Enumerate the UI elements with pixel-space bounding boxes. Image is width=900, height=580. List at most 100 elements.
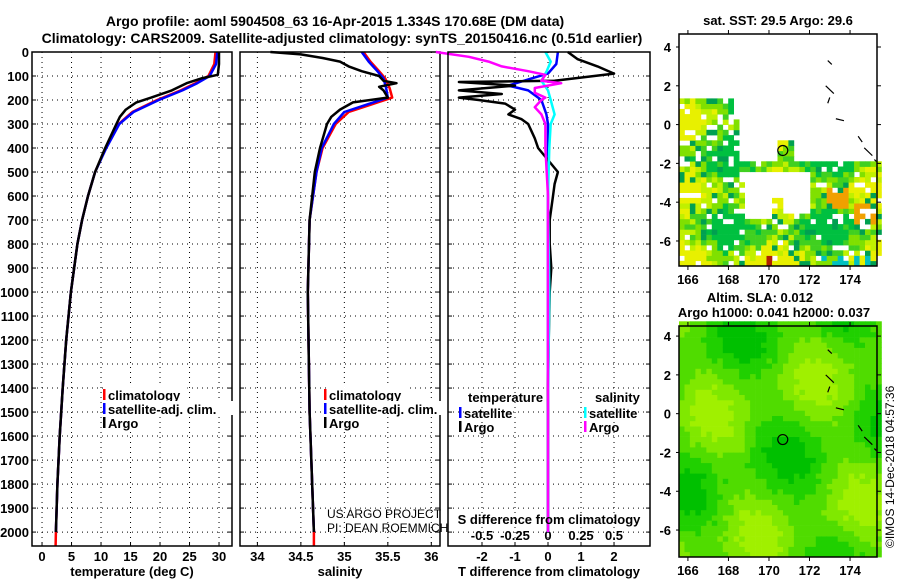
map-cell [815,478,822,484]
map-cell [733,462,740,469]
map-cell [843,213,849,220]
map-cell [761,405,767,411]
map-cell [777,504,784,511]
map-cell [870,321,877,327]
map-cell [843,499,849,505]
map-cell [810,363,817,369]
y-tick-label: 0 [22,45,29,60]
map-cell [799,368,806,375]
map-cell [843,342,849,348]
map-cell [804,509,811,516]
map-cell [821,352,828,359]
map-cell [837,525,844,532]
map-cell [733,468,740,474]
series-line-climatology [54,51,217,547]
map-cell [700,171,707,178]
y-tick-label: 700 [7,213,29,228]
map-cell [865,536,871,542]
map-cell [706,156,713,162]
map-cell [832,378,838,385]
map-cell [804,426,811,432]
map-cell [728,208,734,214]
legend-swatch [584,421,587,432]
map-cell [843,504,849,511]
map-cell [793,420,800,427]
map-cell [711,177,718,183]
map-cell [679,546,685,553]
map-cell [854,473,860,479]
map-cell [711,468,718,474]
map-cell [859,462,866,469]
map-cell [728,541,734,547]
map-cell [859,347,866,354]
map-cell [750,224,756,230]
map-cell [870,431,877,437]
map-cell [695,187,702,193]
map-cell [739,494,745,500]
map-cell [788,494,795,500]
map-cell [865,166,871,173]
map-cell [717,483,724,490]
map-cell [728,447,734,453]
y-tick-label: 1500 [0,405,29,420]
y-tick-label: 0 [664,407,671,422]
map-cell [772,378,778,385]
map-cell [700,399,707,406]
map-cell [711,326,718,333]
map-cell [815,373,822,380]
map-cell [821,473,828,479]
map-cell [733,187,740,193]
map-cell [793,468,800,474]
map-cell [832,488,838,495]
map-cell [750,389,756,395]
x-tick-label: -2 [476,549,488,564]
map-cell [744,378,751,385]
map-cell [826,389,833,395]
map-cell [793,546,800,553]
map-cell [717,326,724,333]
map-cell [793,436,800,443]
map-cell [755,347,762,354]
map-cell [706,368,713,375]
map-cell [865,331,871,338]
map-cell [695,447,702,453]
map-cell [876,331,882,338]
map-cell [695,488,702,495]
map-cell [706,177,713,183]
map-cell [750,378,756,385]
map-cell [695,399,702,406]
map-cell [689,208,696,214]
map-cell [854,546,860,553]
map-cell [706,410,713,416]
map-cell [837,229,844,235]
map-cell [804,488,811,495]
map-cell [837,431,844,437]
coastline [857,135,863,143]
map-cell [695,124,702,131]
map-cell [755,509,762,516]
map-cell [722,250,729,256]
map-cell [793,255,800,262]
map-cell [717,171,724,178]
map-cell [679,457,685,464]
map-cell [810,239,817,246]
map-cell [728,384,734,390]
map-cell [832,441,838,448]
map-cell [821,536,828,542]
map-cell [700,478,707,484]
map-cell [695,420,702,427]
map-cell [826,368,833,375]
map-cell [722,166,729,173]
map-cell [821,509,828,516]
map-cell [733,436,740,443]
map-cell [679,551,685,558]
map-cell [810,161,817,167]
map-cell [810,347,817,354]
map-cell [695,145,702,152]
map-cell [843,203,849,209]
map-cell [832,431,838,437]
map-cell [832,368,838,375]
map-cell [810,352,817,359]
map-cell [788,405,795,411]
